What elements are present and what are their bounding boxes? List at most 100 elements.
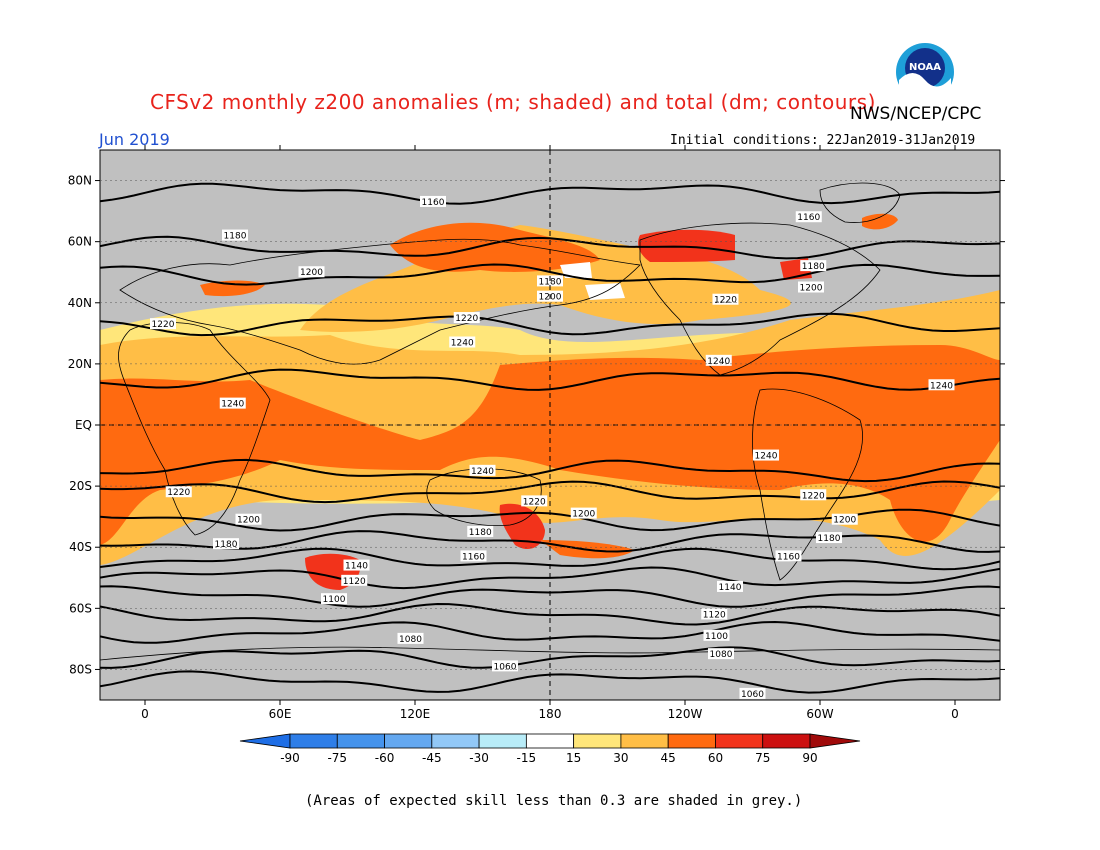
lon-label: 60E — [269, 707, 292, 721]
contour-label: 1180 — [816, 532, 842, 544]
lat-label: EQ — [75, 418, 92, 432]
contour-label: 1180 — [800, 260, 827, 272]
contour-label: 1080 — [708, 648, 734, 660]
contour-label: 1220 — [712, 293, 739, 306]
contour-label: 1200 — [298, 266, 325, 278]
anomaly-region-60-75-nz — [499, 503, 545, 550]
contour-label: 1180 — [222, 229, 248, 242]
contour-label: 1240 — [449, 336, 476, 349]
svg-text:1200: 1200 — [800, 284, 823, 294]
contour-label: 1220 — [150, 318, 176, 330]
lat-label: 60S — [69, 601, 92, 615]
svg-text:1200: 1200 — [572, 510, 595, 520]
colorbar-label: -30 — [469, 751, 489, 765]
colorbar-label: 60 — [708, 751, 723, 765]
contour-label: 1180 — [467, 525, 494, 538]
colorbar-label: -15 — [517, 751, 537, 765]
colorbar-label: 45 — [661, 751, 676, 765]
lat-label: 60N — [68, 235, 92, 249]
contour-label: 1200 — [570, 507, 597, 520]
svg-text:1220: 1220 — [152, 320, 175, 330]
contour-1240 — [100, 458, 1000, 483]
anomaly-region-45-60-north — [390, 222, 600, 272]
svg-text:1180: 1180 — [802, 262, 825, 272]
lon-label: 120E — [400, 707, 431, 721]
svg-text:1100: 1100 — [705, 632, 728, 642]
contour-1100 — [100, 602, 1000, 626]
svg-text:1160: 1160 — [462, 552, 485, 562]
svg-text:1180: 1180 — [818, 534, 841, 544]
svg-text:1160: 1160 — [777, 552, 800, 562]
anomaly-region-45-60 — [100, 345, 1000, 545]
colorbar-swatch — [762, 733, 811, 749]
contour-1240 — [100, 368, 1000, 391]
contour-label: 1240 — [219, 397, 246, 410]
contour-label: 1100 — [321, 593, 347, 605]
greenland-outline — [819, 182, 901, 223]
svg-text:1200: 1200 — [237, 516, 260, 526]
contour-label: 1240 — [469, 464, 496, 477]
contour-label: 1180 — [213, 538, 239, 550]
lat-label: 80N — [68, 174, 92, 188]
colorbar-swatch — [667, 733, 716, 749]
contour-label: 1160 — [775, 550, 802, 562]
contour-label: 1160 — [420, 195, 446, 208]
contour-1180 — [100, 530, 1000, 553]
contour-label: 1240 — [705, 354, 732, 367]
colorbar-label: -75 — [327, 751, 347, 765]
longitude-axis: 0 60E 120E 180 120W 60W 0 — [141, 145, 959, 721]
svg-text:1220: 1220 — [167, 488, 190, 498]
lat-label: 20S — [69, 479, 92, 493]
svg-text:1240: 1240 — [930, 381, 953, 391]
contour-label: 1220 — [521, 495, 548, 507]
svg-text:1180: 1180 — [224, 232, 247, 242]
contour-label: 1140 — [343, 559, 370, 572]
svg-text:1220: 1220 — [523, 497, 546, 507]
contour-label: 1200 — [235, 513, 262, 526]
contour-label: 1220 — [800, 489, 827, 501]
contour-label: 1060 — [739, 687, 766, 700]
lon-label: 180 — [539, 707, 562, 721]
antarctica-outline — [100, 646, 1000, 661]
svg-text:1180: 1180 — [469, 528, 492, 538]
contour-label: 1240 — [928, 379, 955, 391]
svg-text:1200: 1200 — [833, 516, 856, 526]
contour-label: 1140 — [717, 580, 743, 593]
south-america-outline — [752, 388, 864, 581]
lat-label: 80S — [69, 662, 92, 676]
svg-text:1080: 1080 — [710, 650, 733, 660]
contour-label: 1200 — [798, 281, 824, 294]
svg-text:1180: 1180 — [215, 540, 238, 550]
svg-text:1060: 1060 — [494, 662, 517, 672]
colorbar-swatch — [384, 733, 433, 749]
footnote: (Areas of expected skill less than 0.3 a… — [305, 793, 803, 809]
svg-text:NOAA: NOAA — [909, 62, 941, 73]
contour-label: 1240 — [753, 449, 779, 462]
colorbar-arrow-right — [809, 733, 861, 749]
contour-label: 1200 — [831, 513, 858, 526]
svg-text:1140: 1140 — [345, 562, 368, 572]
contour-label: 1160 — [460, 550, 487, 562]
forecast-month: Jun 2019 — [99, 130, 170, 149]
colorbar-label: 90 — [802, 751, 817, 765]
noaa-logo: NOAA — [894, 41, 956, 103]
svg-text:1080: 1080 — [399, 635, 422, 645]
svg-text:1160: 1160 — [797, 213, 820, 223]
svg-text:1240: 1240 — [221, 400, 244, 410]
colorbar-swatch — [715, 733, 764, 749]
svg-text:1100: 1100 — [323, 595, 346, 605]
colorbar-label: 15 — [566, 751, 581, 765]
contour-label: 1080 — [397, 632, 424, 645]
lon-label: 60W — [806, 707, 833, 721]
svg-text:1240: 1240 — [755, 452, 778, 462]
colorbar-label: 75 — [755, 751, 770, 765]
contour-label: 1100 — [703, 629, 730, 642]
svg-text:1220: 1220 — [455, 314, 478, 324]
latitude-axis: 80N 60N 40N 20N EQ 20S 40S 60S 80S — [68, 174, 1005, 676]
agency-label: NWS/NCEP/CPC — [850, 104, 982, 124]
svg-text:1140: 1140 — [719, 583, 742, 593]
svg-text:1160: 1160 — [422, 198, 445, 208]
contour-1180 — [100, 235, 1000, 260]
anomaly-region-white-1 — [560, 262, 592, 278]
